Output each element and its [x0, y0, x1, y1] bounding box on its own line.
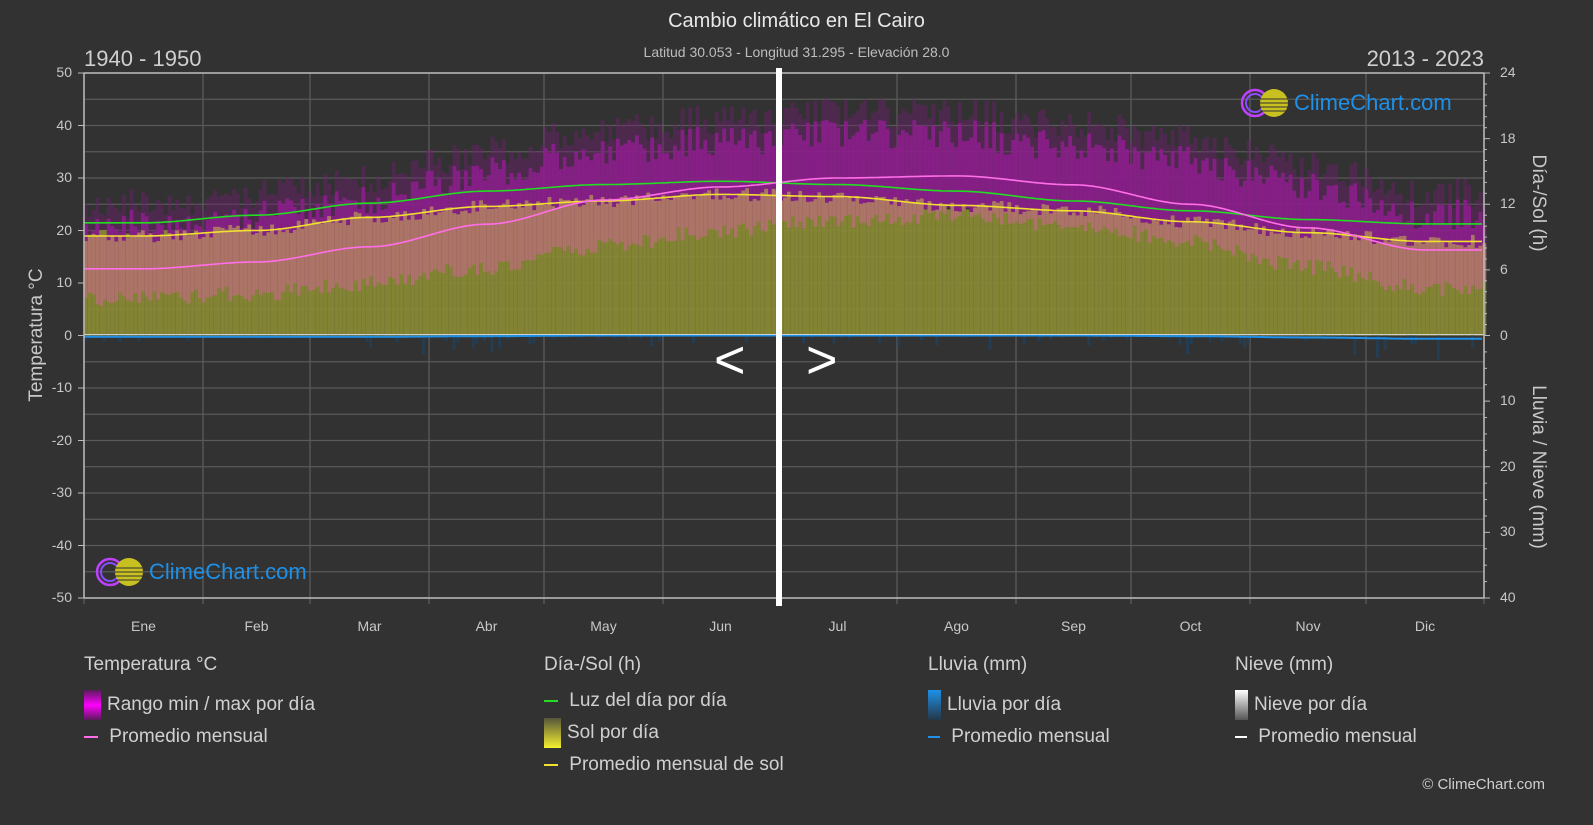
left-tick-label: 0 — [64, 326, 72, 343]
left-tick-label: -30 — [51, 484, 72, 500]
climechart-logo-icon — [95, 557, 143, 587]
temp-range-swatch-icon — [84, 690, 101, 720]
month-label: Jul — [828, 618, 847, 634]
prev-period-button[interactable]: < — [714, 330, 746, 390]
period-right-label: 2013 - 2023 — [1366, 46, 1484, 71]
plot-frame — [78, 72, 1490, 599]
left-tick-label: -10 — [51, 379, 72, 395]
legend-snow-daily: Nieve por día — [1235, 690, 1417, 720]
next-period-button[interactable]: > — [806, 330, 838, 390]
sunshine-swatch-icon — [544, 718, 561, 748]
legend-label: Nieve por día — [1254, 694, 1368, 715]
left-tick-label: 10 — [56, 274, 72, 290]
right-mm-tick-label: 10 — [1500, 392, 1516, 409]
right-hours-tick-label: 6 — [1500, 260, 1508, 277]
legend-rain-heading: Lluvia (mm) — [928, 654, 1028, 675]
month-label: Dic — [1414, 618, 1436, 634]
left-tick-label: 20 — [56, 221, 72, 238]
legend-temp-avg: Promedio mensual — [84, 726, 315, 748]
logo-bottom-left[interactable]: ClimeChart.com — [95, 556, 307, 588]
legend-snow: Nieve (mm) Nieve por día Promedio mensua… — [1235, 654, 1417, 748]
legend-snow-heading: Nieve (mm) — [1235, 654, 1334, 675]
month-label: May — [590, 618, 617, 634]
right-hours-tick-label: 24 — [1500, 64, 1516, 80]
left-tick-label: 50 — [56, 64, 72, 80]
legend-label: Promedio mensual — [951, 726, 1110, 747]
legend-label: Luz del día por día — [569, 690, 727, 711]
month-label: Oct — [1179, 618, 1202, 634]
right-hours-tick-label: 12 — [1500, 195, 1516, 212]
legend-daylight: Luz del día por día — [544, 690, 784, 712]
sun-avg-line-icon — [544, 763, 558, 766]
logo-top-right[interactable]: ClimeChart.com — [1240, 87, 1452, 119]
logo-text: ClimeChart.com — [149, 559, 307, 584]
month-label: Ago — [944, 618, 969, 634]
left-tick-label: 30 — [56, 169, 72, 185]
left-tick-label: -40 — [51, 536, 72, 553]
legend-label: Promedio mensual — [109, 726, 268, 747]
chart-title: Cambio climático en El Cairo — [668, 10, 925, 32]
month-label: Nov — [1295, 618, 1321, 634]
right-mm-tick-label: 20 — [1500, 457, 1516, 474]
month-label: Feb — [244, 618, 269, 634]
left-tick-label: -20 — [51, 431, 72, 448]
period-left-label: 1940 - 1950 — [84, 46, 202, 71]
month-label: Ene — [131, 618, 156, 634]
legend-rain: Lluvia (mm) Lluvia por día Promedio mens… — [928, 654, 1110, 748]
daily-bars — [84, 98, 1487, 360]
legend-temperature: Temperatura °C Rango min / max por día P… — [84, 654, 315, 748]
month-label: Jun — [709, 618, 732, 634]
legend-label: Promedio mensual — [1258, 726, 1417, 747]
legend-rain-daily: Lluvia por día — [928, 690, 1110, 720]
snow-swatch-icon — [1235, 690, 1248, 720]
month-label: Sep — [1061, 618, 1086, 634]
period-divider-handle[interactable] — [776, 68, 782, 606]
legend-temp-range: Rango min / max por día — [84, 690, 315, 720]
snow-avg-line-icon — [1235, 735, 1247, 738]
legend-temp-heading: Temperatura °C — [84, 654, 218, 675]
month-label: Abr — [475, 618, 498, 634]
chart-subtitle: Latitud 30.053 - Longitud 31.295 - Eleva… — [643, 44, 950, 60]
right-mm-tick-label: 30 — [1500, 523, 1516, 540]
temp-avg-line-icon — [84, 735, 98, 738]
right-hours-tick-label: 0 — [1500, 326, 1508, 343]
month-label: Mar — [357, 618, 382, 634]
copyright: © ClimeChart.com — [1422, 776, 1545, 793]
legend-snow-avg: Promedio mensual — [1235, 726, 1417, 748]
series-lines — [84, 175, 1484, 340]
legend-rain-avg: Promedio mensual — [928, 726, 1110, 748]
legend-label: Lluvia por día — [947, 694, 1062, 715]
legend-label: Sol por día — [567, 722, 659, 743]
legend-sun: Día-/Sol (h) Luz del día por día Sol por… — [544, 654, 784, 776]
climechart-logo-icon — [1240, 88, 1288, 118]
legend-label: Promedio mensual de sol — [569, 754, 784, 775]
right-mm-tick-label: 40 — [1500, 589, 1516, 605]
legend-sun-avg: Promedio mensual de sol — [544, 754, 784, 776]
daylight-line-icon — [544, 699, 558, 702]
legend-sun-heading: Día-/Sol (h) — [544, 654, 642, 675]
rain-swatch-icon — [928, 690, 941, 720]
rain-avg-line-icon — [928, 735, 940, 738]
legend-label: Rango min / max por día — [107, 694, 316, 715]
logo-text: ClimeChart.com — [1294, 90, 1452, 115]
chart-plot — [78, 68, 1490, 606]
right-hours-tick-label: 18 — [1500, 129, 1516, 146]
left-tick-label: 40 — [56, 116, 72, 133]
left-tick-label: -50 — [51, 589, 72, 605]
legend-sunshine: Sol por día — [544, 718, 784, 748]
